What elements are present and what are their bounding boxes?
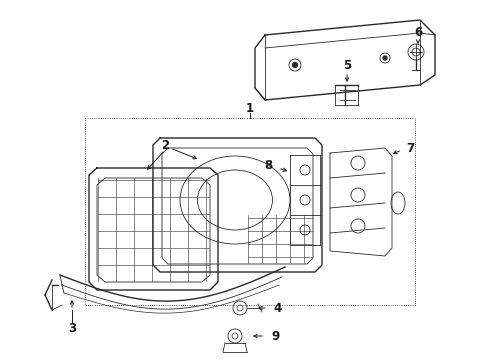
Circle shape [383, 56, 387, 60]
Bar [85, 118, 415, 305]
Circle shape [293, 63, 297, 68]
Text: 6: 6 [414, 26, 422, 39]
Text: 5: 5 [343, 59, 351, 72]
Text: 1: 1 [246, 102, 254, 114]
Text: 3: 3 [68, 321, 76, 334]
Text: 4: 4 [274, 302, 282, 315]
Text: 9: 9 [271, 329, 279, 342]
Text: 8: 8 [264, 158, 272, 171]
Text: 7: 7 [406, 141, 414, 154]
Text: 2: 2 [161, 139, 169, 152]
